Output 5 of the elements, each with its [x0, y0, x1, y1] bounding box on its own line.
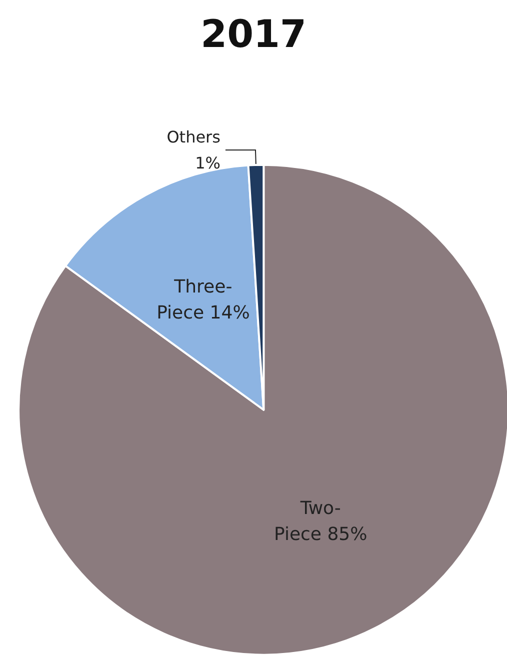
slice-label: Others: [166, 127, 220, 146]
slice-label: Three-Piece 14%: [156, 276, 250, 324]
data-label: 1%: [195, 153, 220, 172]
chart-title: 2017: [200, 12, 306, 56]
slice-label: Two-Piece 85%: [274, 498, 368, 546]
